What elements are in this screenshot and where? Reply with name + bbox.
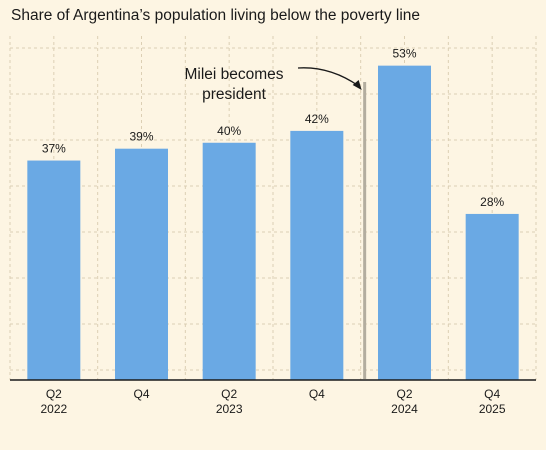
x-tick-label-line: Q2	[46, 387, 62, 401]
annotation-arrowhead	[352, 80, 362, 90]
data-label: 37%	[42, 142, 66, 156]
annotation-arrow	[297, 67, 360, 87]
bar	[290, 130, 344, 380]
data-label: 40%	[217, 124, 241, 138]
x-tick-label-line: Q4	[484, 387, 500, 401]
chart-title: Share of Argentina’s population living b…	[11, 7, 421, 24]
x-tick-label: Q2 2023	[216, 387, 243, 416]
bar	[202, 142, 256, 380]
x-tick-label-line: Q4	[309, 387, 325, 401]
x-tick-label: Q4	[133, 387, 149, 401]
annotation-text: Milei becomes	[184, 66, 283, 83]
x-tick-label-line: 2022	[40, 402, 67, 416]
x-tick-label-line: 2023	[216, 402, 243, 416]
annotation-text: president	[202, 86, 266, 103]
bar	[115, 148, 168, 380]
data-label: 28%	[480, 195, 504, 209]
bar	[27, 160, 81, 380]
x-tick-label-line: Q2	[396, 387, 412, 401]
x-tick-label-line: Q4	[133, 387, 149, 401]
x-tick-label-line: 2025	[479, 402, 506, 416]
bar	[465, 213, 519, 380]
data-label: 42%	[305, 112, 329, 126]
x-tick-label-line: 2024	[391, 402, 418, 416]
data-label: 53%	[392, 47, 416, 61]
data-label: 39%	[129, 130, 153, 144]
x-tick-label: Q2 2022	[40, 387, 67, 416]
x-tick-label: Q4 2025	[479, 387, 506, 416]
x-tick-label: Q2 2024	[391, 387, 418, 416]
x-tick-label: Q4	[309, 387, 325, 401]
bar	[378, 65, 431, 380]
x-tick-label-line: Q2	[221, 387, 237, 401]
